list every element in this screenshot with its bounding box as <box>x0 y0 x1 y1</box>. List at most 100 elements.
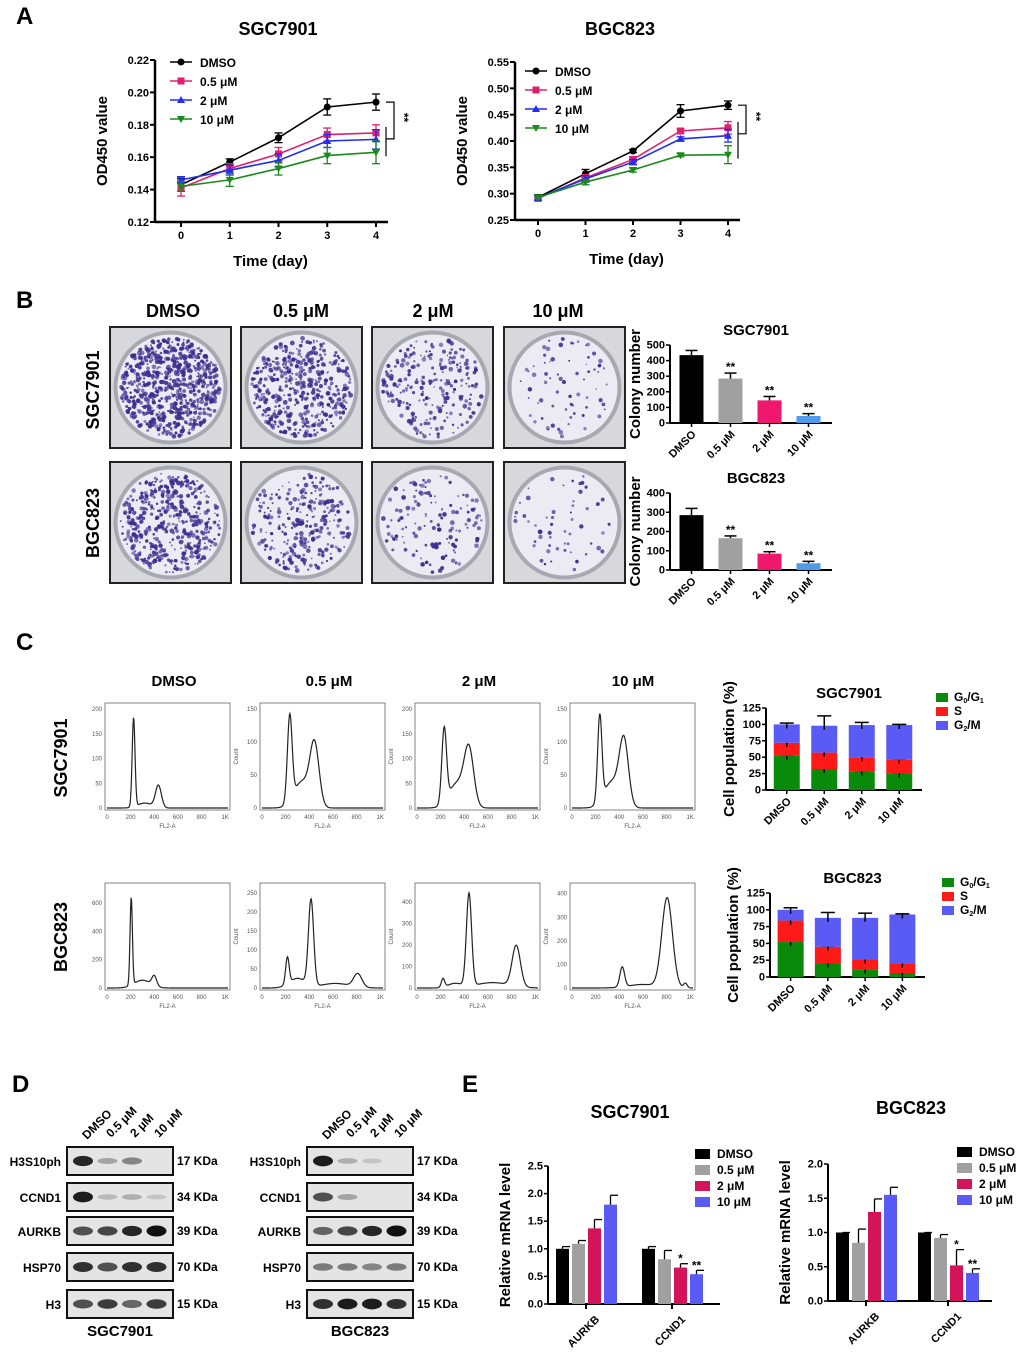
colony <box>568 394 572 399</box>
colony <box>420 562 425 567</box>
colony <box>126 543 129 545</box>
colony <box>258 509 262 513</box>
colony <box>326 402 331 407</box>
colony-row-label-bgc823: BGC823 <box>83 488 103 558</box>
colony <box>265 362 269 365</box>
legend-text-part: 0 <box>963 698 967 705</box>
colony <box>332 536 335 539</box>
colony <box>550 476 555 482</box>
colony-row-label-sgc7901: SGC7901 <box>83 350 103 429</box>
x-tick-label: 800 <box>352 995 363 1001</box>
colony <box>310 557 313 560</box>
colony <box>139 401 144 405</box>
colony <box>436 432 440 436</box>
colony <box>424 513 427 516</box>
colony <box>276 509 282 515</box>
colony <box>205 531 208 534</box>
data-point <box>372 149 380 157</box>
colony <box>423 355 426 358</box>
colony <box>304 417 308 421</box>
colony <box>121 393 125 397</box>
colony <box>334 545 338 549</box>
colony <box>213 537 216 541</box>
colony <box>199 374 204 379</box>
colony <box>424 560 429 565</box>
flow-col-label-2: 2 μM <box>462 673 496 690</box>
colony <box>601 531 605 535</box>
histogram-curve <box>261 897 384 989</box>
colony <box>158 549 163 554</box>
colony <box>298 428 302 432</box>
colony <box>318 353 322 357</box>
colony <box>430 570 435 574</box>
colony <box>279 369 283 373</box>
colony <box>286 366 289 369</box>
colony <box>331 424 335 428</box>
x-tick-label: DMSO <box>766 982 798 1014</box>
colony <box>454 538 459 542</box>
colony <box>585 363 588 366</box>
blot-band <box>146 1262 167 1272</box>
colony <box>545 346 551 352</box>
blot-band <box>97 1157 118 1165</box>
colony <box>532 544 536 548</box>
colony <box>286 542 289 545</box>
colony <box>446 354 449 357</box>
colony <box>154 551 159 556</box>
colony <box>570 517 574 521</box>
colony <box>424 402 428 406</box>
y-tick-label: 200 <box>402 943 413 949</box>
blot-band <box>122 1225 142 1237</box>
bar <box>658 1259 671 1304</box>
colony <box>193 487 198 492</box>
colony <box>143 557 147 560</box>
colony <box>151 417 157 423</box>
colony <box>172 531 175 535</box>
colony <box>193 519 198 524</box>
bar-segment <box>889 963 916 973</box>
legend-label: G2/M <box>954 718 981 733</box>
colony <box>190 353 196 359</box>
colony <box>200 557 203 561</box>
colony <box>466 376 470 380</box>
legend-text-part: /M <box>973 903 986 917</box>
colony <box>430 345 435 349</box>
legend-label: 0.5 μM <box>979 1161 1016 1175</box>
x-tick-label: 1K <box>686 995 693 1001</box>
colony <box>276 560 280 563</box>
colony <box>202 418 207 423</box>
colony <box>309 380 313 384</box>
blot-band <box>313 1299 333 1309</box>
blot-strip <box>306 1182 414 1212</box>
colony <box>154 386 158 390</box>
colony <box>140 519 144 524</box>
colony <box>444 475 449 480</box>
colony <box>338 410 342 415</box>
chart-title: SGC7901 <box>238 19 317 39</box>
colony <box>305 354 310 359</box>
colony <box>186 544 191 549</box>
colony <box>323 522 327 526</box>
colony <box>147 423 153 429</box>
colony <box>281 485 284 488</box>
colony <box>294 565 298 569</box>
colony <box>294 435 297 437</box>
colony <box>190 491 195 496</box>
colony <box>286 512 289 515</box>
colony <box>316 402 322 407</box>
colony <box>320 476 325 481</box>
colony <box>448 528 453 533</box>
x-tick-label: 0 <box>105 815 109 821</box>
significance-label: ** <box>692 1258 702 1272</box>
y-tick-label: 50 <box>405 781 412 787</box>
colony <box>432 378 436 382</box>
colony <box>291 357 296 362</box>
colony <box>212 383 217 387</box>
colony <box>551 404 555 408</box>
colony <box>323 353 327 356</box>
colony <box>169 541 171 544</box>
colony <box>314 414 319 419</box>
colony <box>457 562 461 566</box>
colony <box>306 404 310 407</box>
